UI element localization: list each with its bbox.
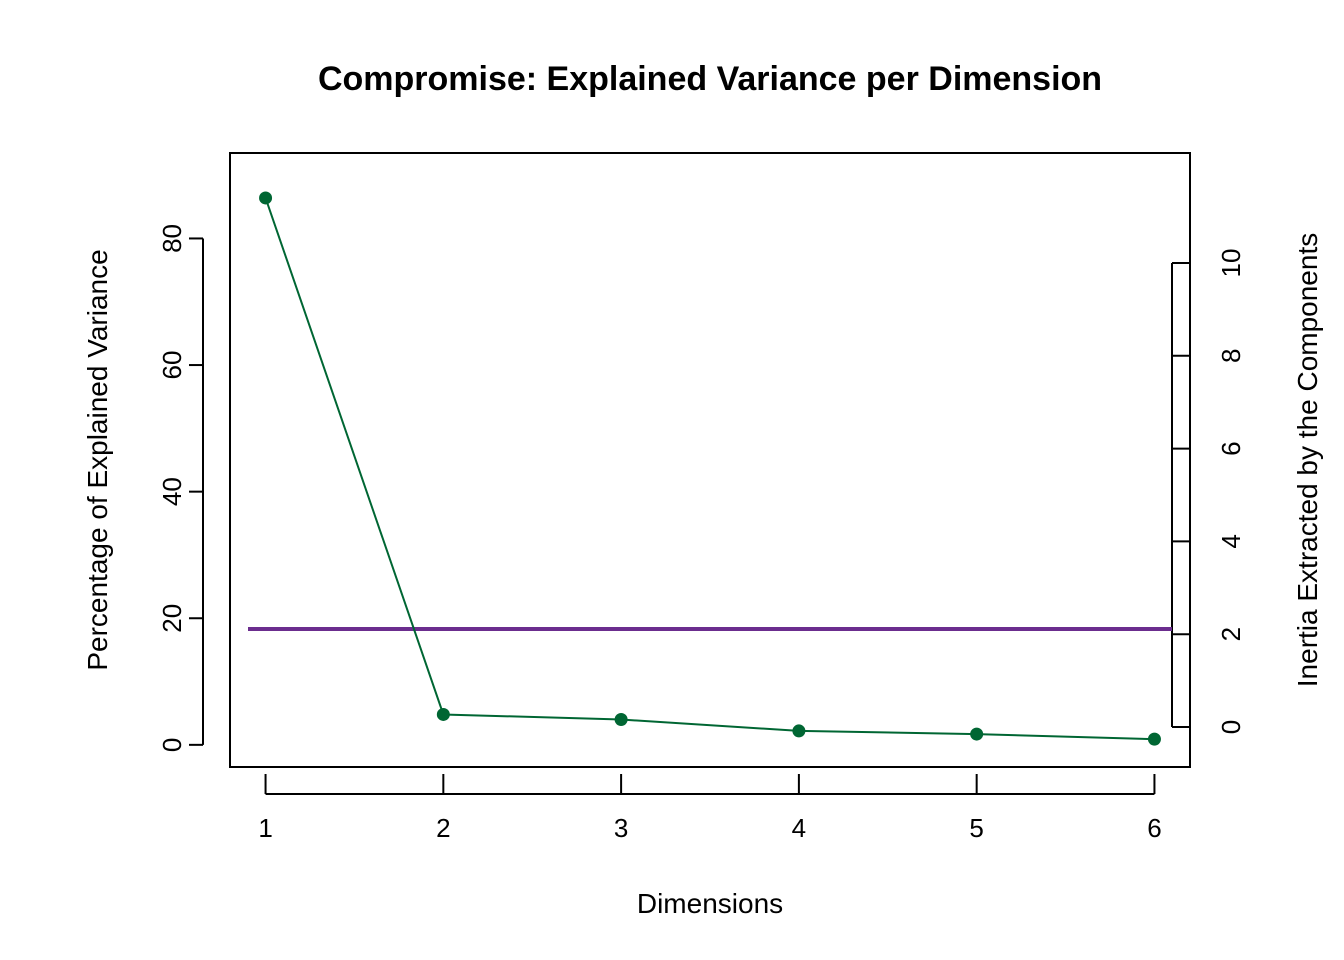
y-tick-label: 20 xyxy=(157,604,187,633)
secondary-y-tick-label: 10 xyxy=(1216,249,1246,278)
x-tick-label: 4 xyxy=(792,813,806,843)
x-tick-label: 5 xyxy=(969,813,983,843)
secondary-y-tick-label: 6 xyxy=(1216,441,1246,455)
secondary-y-tick-label: 4 xyxy=(1216,534,1246,548)
x-axis: 1 2 3 4 5 6 xyxy=(258,774,1162,843)
data-point xyxy=(1147,732,1161,746)
x-tick-label: 6 xyxy=(1147,813,1161,843)
chart-title: Compromise: Explained Variance per Dimen… xyxy=(318,60,1102,98)
y-axis-label: Percentage of Explained Variance xyxy=(82,249,113,670)
plot-area-frame xyxy=(229,152,1191,768)
secondary-y-tick-label: 2 xyxy=(1216,627,1246,641)
data-point xyxy=(970,727,984,741)
y-tick-label: 80 xyxy=(157,224,187,253)
data-point xyxy=(614,713,628,727)
y-tick-label: 40 xyxy=(157,477,187,506)
x-axis-label: Dimensions xyxy=(637,888,783,919)
y-tick-label: 60 xyxy=(157,351,187,380)
secondary-y-axis: 0 2 4 6 8 10 xyxy=(1171,249,1246,734)
secondary-y-axis-label: Inertia Extracted by the Components xyxy=(1292,233,1323,687)
secondary-y-tick-label: 0 xyxy=(1216,720,1246,734)
x-tick-label: 2 xyxy=(436,813,450,843)
x-tick-label: 1 xyxy=(258,813,272,843)
data-point xyxy=(259,191,273,205)
series-group xyxy=(259,191,1161,746)
series-line xyxy=(264,197,1155,741)
secondary-y-tick-label: 8 xyxy=(1216,349,1246,363)
data-point xyxy=(792,724,806,738)
x-tick-label: 3 xyxy=(614,813,628,843)
y-tick-label: 0 xyxy=(157,738,187,752)
y-axis: 0 20 40 60 80 xyxy=(157,224,204,752)
data-point xyxy=(436,707,450,721)
